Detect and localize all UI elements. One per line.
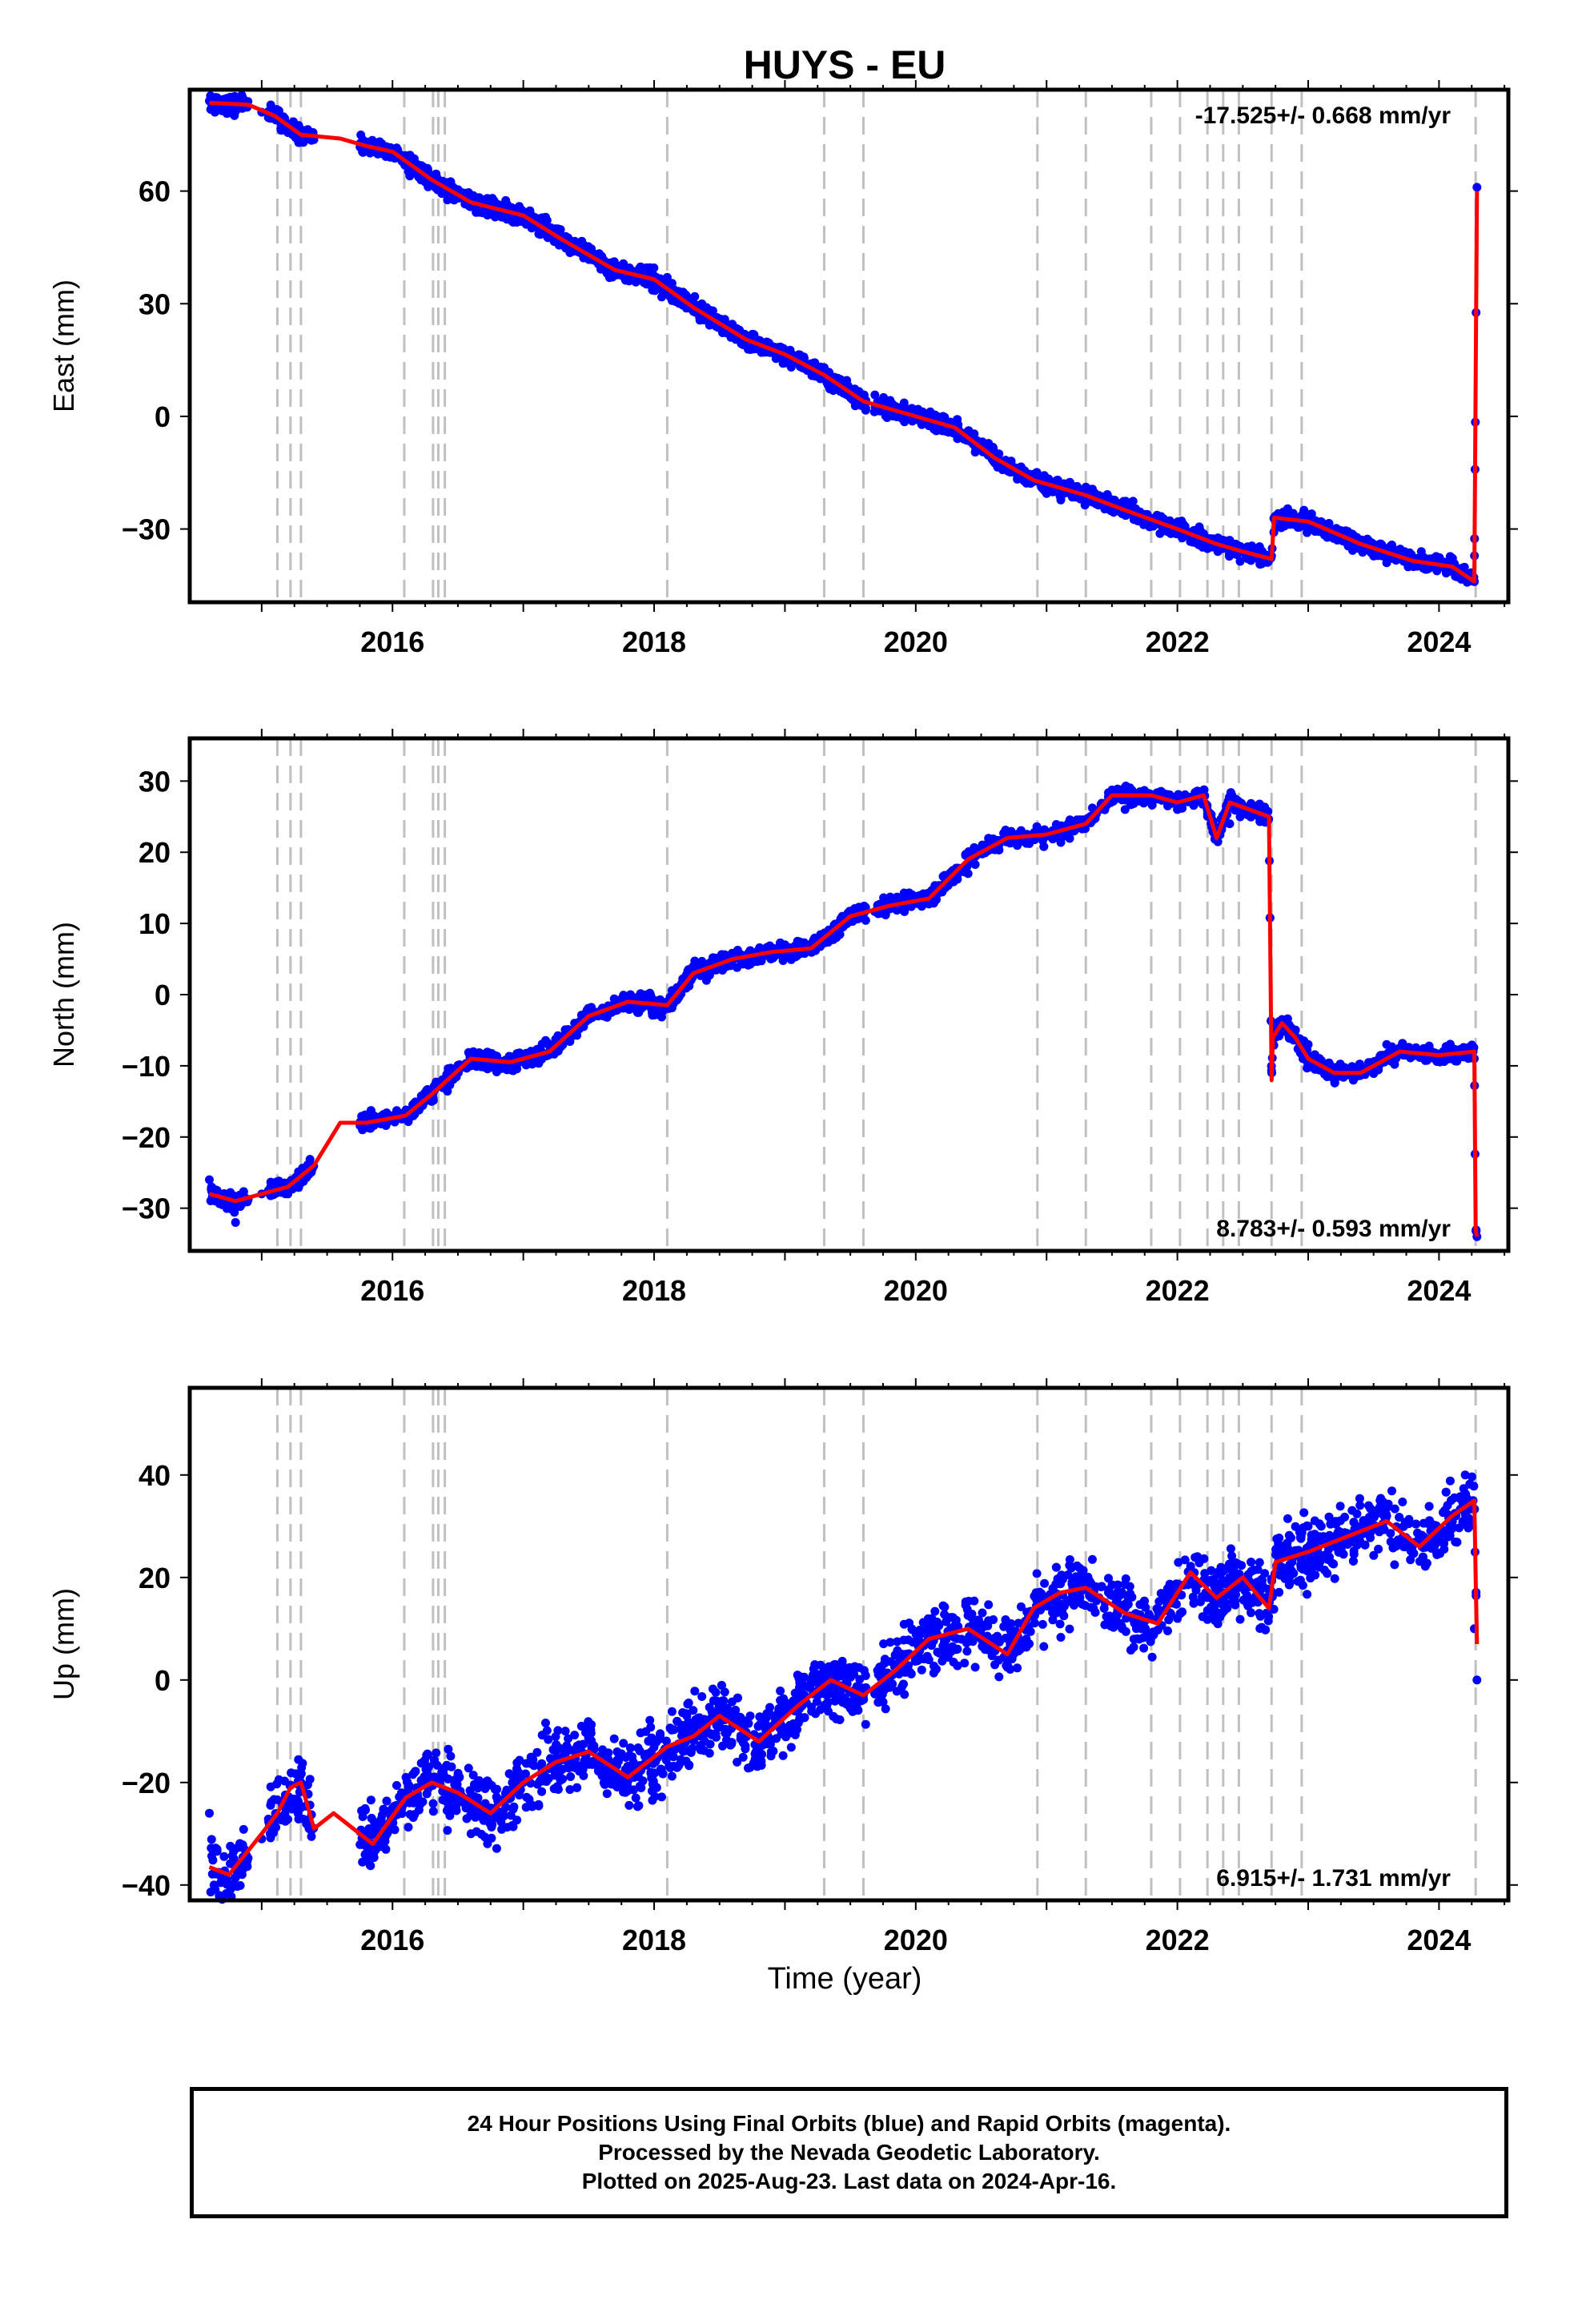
data-point xyxy=(632,1007,642,1017)
x-axis-label: Time (year) xyxy=(768,1962,922,1996)
data-point xyxy=(1255,542,1264,552)
data-point xyxy=(1472,183,1482,192)
panel-2: 2016 2018 2020 2022 2024−30−20−100102030Nort… xyxy=(47,729,1518,1307)
x-tick-label: 2022 xyxy=(1146,625,1210,658)
y-axis-label: East (mm) xyxy=(47,279,80,412)
data-point xyxy=(970,448,980,457)
data-point xyxy=(272,105,282,115)
data-point xyxy=(501,195,511,205)
data-point xyxy=(861,405,870,415)
data-point xyxy=(1039,842,1049,851)
x-tick-label: 2020 xyxy=(884,625,948,658)
panels-group: 2016 2018 2020 2022 2024 −30 0 30 60 East (mm) -17… xyxy=(47,80,1518,1956)
data-point xyxy=(231,1217,240,1227)
rate-annotation: -17.525+/- 0.668 mm/yr xyxy=(1195,103,1452,129)
data-point xyxy=(1235,557,1245,566)
y-tick-label: 60 xyxy=(139,175,171,208)
data-point xyxy=(879,392,889,402)
plot-area xyxy=(205,738,1482,1251)
data-point xyxy=(215,1199,224,1208)
data-point xyxy=(1445,552,1455,561)
data-point xyxy=(1387,1042,1396,1051)
data-point xyxy=(870,390,880,400)
data-point xyxy=(690,292,700,301)
panel-1: 2016 2018 2020 2022 2024 −30 0 30 60 East (mm) -17… xyxy=(47,80,1518,658)
data-point xyxy=(786,363,796,372)
x-tick-label: 2018 xyxy=(622,625,686,658)
data-point xyxy=(793,936,802,946)
x-tick-label: 2016 xyxy=(360,625,424,658)
data-point xyxy=(667,296,677,305)
data-point xyxy=(645,988,655,998)
data-point xyxy=(1464,1054,1473,1063)
data-point xyxy=(1387,541,1396,549)
data-point xyxy=(1072,481,1082,491)
data-point xyxy=(645,263,655,272)
data-point xyxy=(227,108,236,118)
data-point xyxy=(905,888,914,898)
data-point xyxy=(1247,556,1255,565)
data-point xyxy=(938,412,948,421)
y-tick-label: 0 xyxy=(155,400,171,433)
x-tick-label: 2024 xyxy=(1407,625,1471,658)
data-point xyxy=(1100,505,1110,514)
data-point xyxy=(1147,800,1157,810)
data-point xyxy=(1013,474,1022,484)
data-point xyxy=(1025,838,1034,848)
data-points xyxy=(205,90,1482,587)
data-point xyxy=(810,358,820,368)
plot-area xyxy=(205,90,1482,602)
data-point xyxy=(1087,485,1097,494)
y-tick-label: 30 xyxy=(139,287,171,320)
data-points xyxy=(205,782,1482,1241)
data-point xyxy=(1055,492,1065,501)
data-point xyxy=(1398,1039,1407,1048)
data-point xyxy=(879,893,889,903)
data-point xyxy=(541,212,550,222)
y-tick-label: −30 xyxy=(122,513,171,546)
data-point xyxy=(266,100,275,110)
data-point xyxy=(541,1035,550,1045)
figure-title: HUYS - EU xyxy=(744,42,946,87)
data-point xyxy=(299,138,308,147)
